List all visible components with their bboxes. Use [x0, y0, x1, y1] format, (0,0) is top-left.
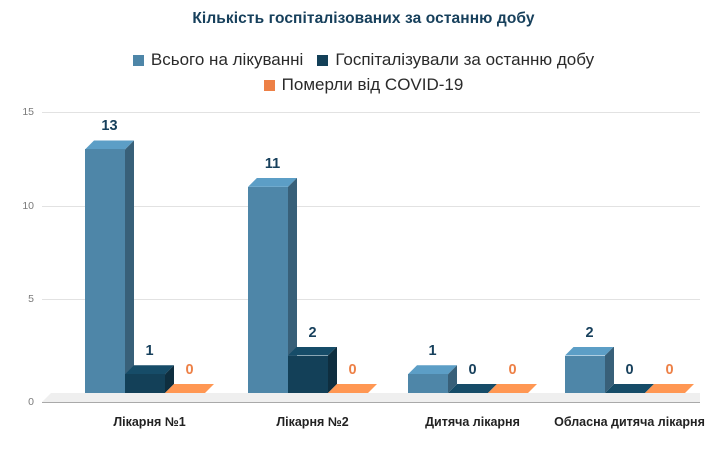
bar-front-face: [125, 374, 165, 393]
bar-value-label-3-3: 0: [508, 362, 517, 378]
chart-legend: Всього на лікуванні Госпіталізували за ос…: [0, 48, 727, 98]
bar-top-face: [605, 384, 654, 393]
bar-side-face: [448, 365, 457, 393]
bar-2-series-2[interactable]: [288, 346, 337, 393]
gridline-15: [42, 112, 700, 113]
bar-top-face: [565, 346, 614, 356]
legend-swatch-icon: [132, 55, 144, 66]
gridline-10: [42, 205, 700, 207]
bar-top-face: [448, 384, 497, 393]
bar-value-label-2-1: 11: [264, 155, 281, 172]
bar-front-face: [408, 374, 448, 393]
bar-3-series-1[interactable]: [408, 365, 457, 393]
legend-row: Всього на лікуванні Госпіталізували за ос…: [0, 48, 727, 73]
legend-swatch-icon: [263, 80, 275, 91]
x-axis-category-label-3: Дитяча лікарня: [425, 415, 520, 429]
bar-top-face: [488, 384, 537, 393]
bar-top-face: [85, 140, 134, 150]
bar-front-face: [85, 149, 125, 393]
gridline-5: [42, 299, 700, 301]
floor-plane: [42, 393, 700, 402]
bar-front-face: [248, 186, 288, 393]
bar-1-series-1[interactable]: [85, 140, 134, 393]
bar-side-face: [328, 346, 337, 393]
bar-2-series-3[interactable]: [328, 384, 377, 393]
legend-item-1[interactable]: Всього на лікуванні: [132, 48, 304, 73]
bar-front-face: [288, 355, 328, 393]
y-axis-tick-10: 10: [22, 199, 34, 212]
bar-value-label-1-3: 0: [185, 362, 194, 378]
bar-top-face: [328, 384, 377, 393]
x-axis-category-label-4: Обласна дитяча лікарня: [554, 415, 705, 429]
bar-4-series-1[interactable]: [565, 346, 614, 393]
chart-title: Кількість госпіталізованих за останню до…: [192, 10, 535, 27]
bar-value-label-3-2: 0: [468, 362, 477, 378]
bar-side-face: [605, 346, 614, 393]
bar-top-face: [645, 384, 694, 393]
bar-value-label-3-1: 1: [428, 343, 437, 360]
legend-item-2[interactable]: Госпіталізували за останню добу: [317, 48, 594, 73]
legend-label: Померли від COVID-19: [281, 75, 464, 94]
bar-value-label-2-2: 2: [308, 324, 317, 341]
bar-3-series-3[interactable]: [488, 384, 537, 393]
bar-side-face: [125, 140, 134, 393]
bar-2-series-1[interactable]: [248, 177, 297, 393]
bar-value-label-2-3: 0: [348, 362, 357, 378]
bar-value-label-1-2: 1: [145, 343, 154, 360]
bar-top-face: [288, 346, 337, 356]
bar-1-series-3[interactable]: [165, 384, 214, 393]
y-axis-tick-15: 15: [22, 106, 34, 118]
x-axis-category-label-1: Лікарня №1: [113, 415, 186, 429]
legend-label: Госпіталізували за останню добу: [335, 50, 595, 69]
y-axis-tick-5: 5: [28, 293, 34, 306]
bar-value-label-1-1: 13: [101, 118, 118, 135]
x-axis-category-label-2: Лікарня №2: [276, 415, 349, 429]
bar-top-face: [248, 177, 297, 187]
bar-top-face: [125, 365, 174, 375]
bar-side-face: [165, 365, 174, 393]
bar-top-face: [408, 365, 457, 375]
y-axis-tick-0: 0: [28, 396, 34, 408]
bar-front-face: [565, 355, 605, 393]
legend-label: Всього на лікуванні: [150, 50, 304, 69]
bar-value-label-4-1: 2: [585, 324, 594, 341]
bar-value-label-4-3: 0: [665, 362, 674, 378]
gridline-0: [42, 402, 700, 403]
legend-row: Померли від COVID-19: [0, 73, 727, 98]
bar-4-series-3[interactable]: [645, 384, 694, 393]
bar-value-label-4-2: 0: [625, 362, 634, 378]
legend-swatch-icon: [317, 55, 329, 66]
bar-1-series-2[interactable]: [125, 365, 174, 393]
bar-top-face: [165, 384, 214, 393]
bar-4-series-2[interactable]: [605, 384, 654, 393]
bar-3-series-2[interactable]: [448, 384, 497, 393]
legend-item-3[interactable]: Померли від COVID-19: [263, 73, 464, 98]
bar-side-face: [288, 177, 297, 393]
